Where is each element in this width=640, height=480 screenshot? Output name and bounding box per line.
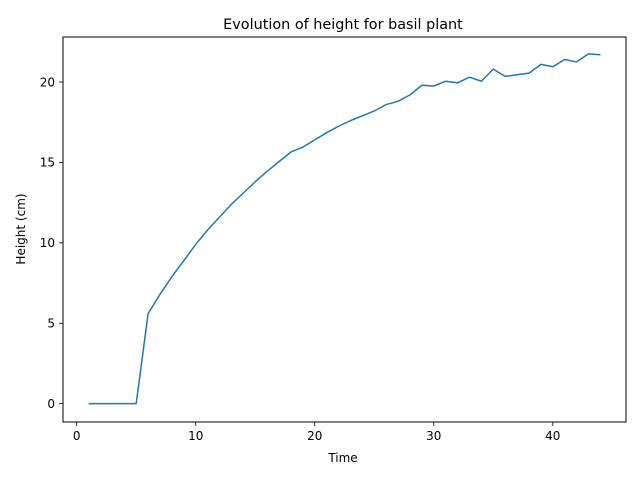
y-tick-label: 10 — [40, 236, 55, 250]
series-line-0 — [88, 53, 601, 405]
y-tick-label: 15 — [40, 156, 55, 170]
x-tick-label: 0 — [73, 429, 81, 443]
y-axis-ticks: 0 5 10 15 20 — [40, 75, 63, 411]
x-tick-label: 20 — [307, 429, 322, 443]
y-tick-label: 20 — [40, 75, 55, 89]
x-tick-label: 10 — [188, 429, 203, 443]
y-tick-label: 5 — [47, 317, 55, 331]
x-axis-label: Time — [327, 451, 357, 465]
y-axis-label: Height (cm) — [14, 193, 28, 264]
plot-series — [88, 53, 601, 405]
x-tick-label: 40 — [545, 429, 560, 443]
y-tick-label: 0 — [47, 397, 55, 411]
x-tick-label: 30 — [426, 429, 441, 443]
plot-area-frame — [62, 36, 627, 423]
x-axis-ticks: 0 10 20 30 40 — [73, 422, 560, 443]
chart-title: Evolution of height for basil plant — [223, 17, 463, 33]
